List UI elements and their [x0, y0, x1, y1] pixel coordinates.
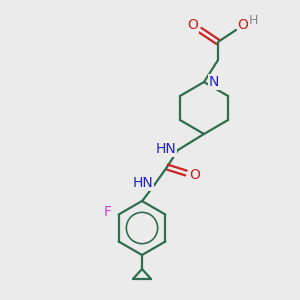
Text: N: N	[209, 75, 219, 89]
Text: H: H	[248, 14, 258, 26]
Text: F: F	[103, 205, 112, 218]
Text: O: O	[188, 18, 198, 32]
Text: HN: HN	[132, 176, 153, 190]
Text: O: O	[238, 18, 248, 32]
Text: HN: HN	[155, 142, 176, 156]
Text: O: O	[190, 168, 200, 182]
